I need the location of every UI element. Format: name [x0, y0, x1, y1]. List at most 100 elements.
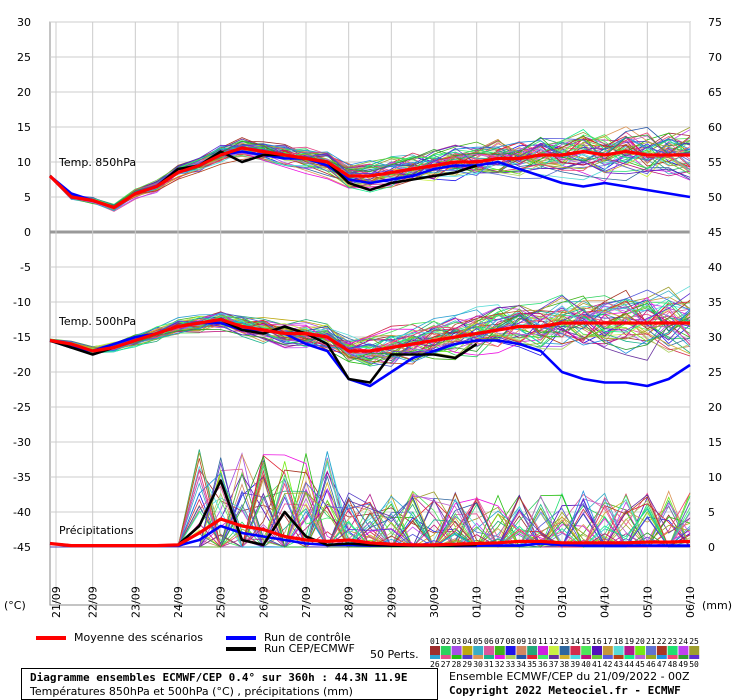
pert-number: 15: [581, 637, 591, 646]
perturbation-palette: 01 26 02 27 03 28 04 29 05 30 06 31 07 32 08 33 09 34 10 35…: [430, 637, 700, 668]
pert-swatch: [656, 646, 667, 655]
pert-number: 13: [560, 637, 570, 646]
pert-swatch: [494, 655, 505, 659]
pert-number: 01: [430, 637, 440, 646]
pert-number: 25: [689, 637, 699, 646]
pert-number: 44: [624, 660, 634, 668]
pert-swatch: [462, 655, 473, 659]
left-tick-label: 10: [17, 156, 31, 169]
pert-swatch: [678, 655, 689, 659]
pert-number: 24: [678, 637, 688, 646]
left-tick-label: 5: [24, 191, 31, 204]
pert-number: 10: [527, 637, 537, 646]
pert-number: 32: [495, 660, 505, 668]
pert-number: 03: [452, 637, 462, 646]
date-tick-label: 25/09: [215, 586, 228, 618]
left-tick-label: -25: [13, 401, 31, 414]
date-tick-label: 30/09: [428, 586, 441, 618]
pert-number: 18: [614, 637, 624, 646]
pert-number: 07: [495, 637, 505, 646]
pert-swatch: [667, 646, 678, 655]
ensemble-member-t500: [49, 308, 691, 363]
pert-number: 08: [506, 637, 516, 646]
pert-swatch: [505, 655, 516, 659]
run-info: Ensemble ECMWF/CEP du 21/09/2022 - 00Z: [449, 670, 690, 683]
pert-number: 28: [452, 660, 462, 668]
left-tick-label: -5: [20, 261, 31, 274]
pert-number: 22: [657, 637, 667, 646]
pert-number: 40: [581, 660, 591, 668]
right-axis-unit: (mm): [702, 599, 732, 612]
left-tick-label: 20: [17, 86, 31, 99]
series-mean-t850: [48, 146, 690, 210]
pert-swatch: [548, 646, 559, 655]
pert-swatch: [484, 646, 494, 655]
pert-number: 48: [668, 660, 678, 668]
pert-swatch: [635, 655, 646, 659]
left-tick-label: -30: [13, 436, 31, 449]
legend-oper-swatch: [226, 647, 256, 651]
pert-swatch: [505, 646, 516, 655]
date-tick-label: 26/09: [257, 586, 270, 618]
right-tick-label: 25: [708, 366, 722, 379]
right-tick-label: 50: [708, 191, 722, 204]
date-tick-label: 06/10: [684, 586, 697, 618]
left-axis-unit: (°C): [4, 599, 26, 612]
pert-number: 27: [441, 660, 451, 668]
highlighted-series: [48, 146, 691, 548]
left-tick-label: 30: [17, 16, 31, 29]
pert-swatch: [484, 655, 494, 659]
pert-swatch: [516, 655, 527, 659]
pert-swatch: [440, 646, 451, 655]
pert-swatch: [646, 646, 656, 655]
left-tick-label: 25: [17, 51, 31, 64]
left-tick-label: -35: [13, 471, 31, 484]
left-tick-label: -10: [13, 296, 31, 309]
pert-swatch: [473, 646, 484, 655]
pert-swatch: [473, 655, 484, 659]
pert-number: 36: [538, 660, 548, 668]
date-tick-label: 24/09: [172, 586, 185, 618]
date-tick-label: 03/10: [556, 586, 569, 618]
legend-control-swatch: [226, 636, 256, 640]
pert-swatch: [538, 646, 548, 655]
pert-number: 20: [635, 637, 645, 646]
pert-swatch: [613, 646, 624, 655]
left-tick-label: -45: [13, 541, 31, 554]
pert-number: 16: [592, 637, 602, 646]
pert-swatch: [602, 646, 613, 655]
pert-swatch: [494, 646, 505, 655]
pert-number: 39: [570, 660, 580, 668]
pert-swatch: [689, 646, 700, 655]
panel-labels: Temp. 850hPa Temp. 500hPa Précipitations: [58, 156, 136, 537]
pert-number: 46: [646, 660, 656, 668]
pert-number: 37: [549, 660, 559, 668]
left-tick-label: 0: [24, 226, 31, 239]
chart-title: Diagramme ensembles ECMWF/CEP 0.4° sur 3…: [30, 671, 408, 684]
pert-number: 21: [646, 637, 656, 646]
legend-perts-label: 50 Perts.: [370, 648, 419, 661]
pert-number: 45: [635, 660, 645, 668]
right-tick-label: 30: [708, 331, 722, 344]
date-tick-label: 29/09: [385, 586, 398, 618]
right-tick-label: 60: [708, 121, 722, 134]
label-t500: Temp. 500hPa: [58, 315, 136, 328]
pert-swatch: [527, 655, 538, 659]
left-tick-label: 15: [17, 121, 31, 134]
right-tick-label: 5: [708, 506, 715, 519]
pert-swatch: [592, 646, 602, 655]
pert-number: 31: [484, 660, 494, 668]
pert-swatch: [646, 655, 656, 659]
label-t850: Temp. 850hPa: [58, 156, 136, 169]
right-tick-label: 15: [708, 436, 722, 449]
pert-swatch: [624, 655, 635, 659]
pert-swatch: [570, 655, 581, 659]
pert-swatch: [451, 655, 462, 659]
series-mean-precip: [49, 517, 691, 548]
right-tick-label: 0: [708, 541, 715, 554]
pert-number: 41: [592, 660, 602, 668]
pert-swatch: [538, 655, 548, 659]
ensemble-member-t500: [49, 315, 691, 358]
